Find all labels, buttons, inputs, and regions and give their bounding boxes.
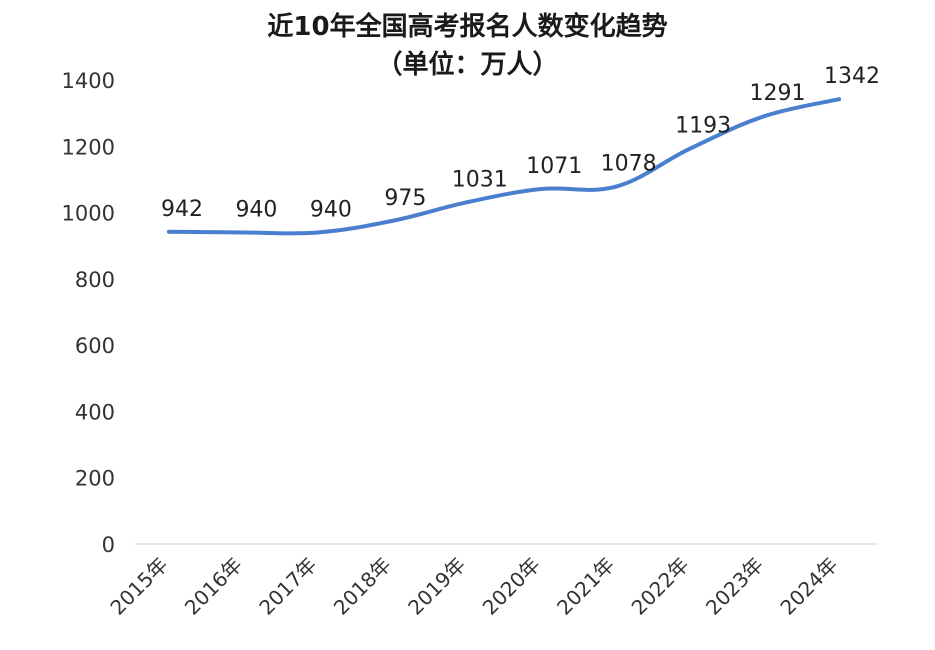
y-tick-label: 600 xyxy=(75,334,115,358)
data-label: 942 xyxy=(161,197,203,222)
y-tick-label: 200 xyxy=(75,467,115,491)
data-label: 940 xyxy=(310,197,352,222)
x-tick-label: 2019年 xyxy=(403,553,470,620)
y-tick-label: 400 xyxy=(75,400,115,424)
x-tick-label: 2021年 xyxy=(552,553,619,620)
y-tick-label: 1200 xyxy=(62,135,115,159)
data-point xyxy=(613,184,618,189)
data-point xyxy=(315,230,320,235)
data-point xyxy=(539,187,544,192)
x-tick-label: 2024年 xyxy=(775,553,842,620)
data-labels: 942 940 940 975 1031 1071 1078 1193 1291 1342 xyxy=(161,64,880,235)
x-tick-label: 2015年 xyxy=(105,553,172,620)
x-tick-label: 2022年 xyxy=(627,553,694,620)
x-tick-label: 2018年 xyxy=(329,553,396,620)
y-axis-labels: 0 200 400 600 800 1000 1200 1400 xyxy=(62,69,115,557)
data-label: 1342 xyxy=(824,64,880,89)
y-tick-label: 1400 xyxy=(62,69,115,93)
data-point xyxy=(390,218,395,223)
x-tick-label: 2017年 xyxy=(254,553,321,620)
data-label: 1291 xyxy=(750,81,806,106)
data-label: 975 xyxy=(384,186,426,211)
y-tick-label: 800 xyxy=(75,268,115,292)
data-point xyxy=(241,230,246,235)
data-label: 1031 xyxy=(452,167,508,192)
data-point xyxy=(167,229,171,234)
x-tick-label: 2020年 xyxy=(478,553,545,620)
data-point xyxy=(464,200,469,205)
data-point xyxy=(688,146,693,151)
x-tick-label: 2016年 xyxy=(180,553,247,620)
data-label: 1071 xyxy=(526,154,582,179)
series-line xyxy=(167,97,841,236)
x-tick-label: 2023年 xyxy=(701,553,768,620)
data-label: 940 xyxy=(235,197,277,222)
y-tick-label: 1000 xyxy=(62,202,115,226)
chart-subtitle: （单位：万人） xyxy=(376,50,559,80)
data-label: 1193 xyxy=(675,114,731,139)
data-label: 1078 xyxy=(601,152,657,177)
chart-title: 近10年全国高考报名人数变化趋势 xyxy=(267,12,668,42)
x-axis-labels: 2015年 2016年 2017年 2018年 2019年 2020年 2021年 2022年… xyxy=(105,553,842,620)
data-point xyxy=(837,97,841,102)
y-tick-label: 0 xyxy=(102,533,115,557)
data-point xyxy=(762,114,767,119)
